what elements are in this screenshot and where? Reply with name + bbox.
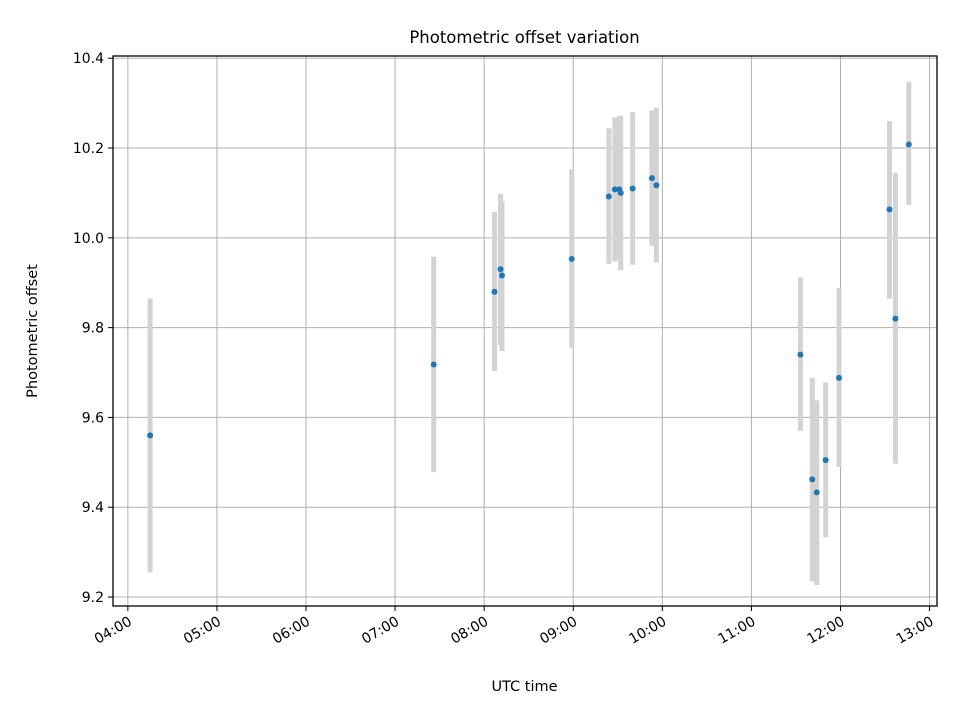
data-point bbox=[905, 141, 912, 148]
data-point bbox=[430, 361, 437, 368]
data-point bbox=[629, 185, 636, 192]
x-axis-label: UTC time bbox=[491, 679, 557, 695]
data-point bbox=[809, 476, 816, 483]
y-tick-label: 9.6 bbox=[82, 410, 104, 426]
y-tick-label: 9.2 bbox=[82, 590, 104, 606]
data-point bbox=[892, 315, 899, 322]
data-point bbox=[813, 489, 820, 496]
y-axis-label: Photometric offset bbox=[25, 264, 41, 398]
y-tick-label: 9.4 bbox=[82, 500, 104, 516]
data-point bbox=[491, 288, 498, 295]
data-point bbox=[611, 186, 618, 193]
data-point bbox=[498, 272, 505, 279]
data-point bbox=[147, 432, 154, 439]
y-tick-label: 10.0 bbox=[73, 231, 104, 247]
markers bbox=[147, 141, 912, 496]
plot-frame bbox=[112, 55, 938, 607]
data-point bbox=[653, 182, 660, 189]
y-tick-label: 9.8 bbox=[82, 321, 104, 337]
data-point bbox=[836, 374, 843, 381]
data-point bbox=[886, 206, 893, 213]
chart-title: Photometric offset variation bbox=[409, 28, 639, 47]
y-axis: 9.2 9.4 9.6 9.8 10.0 10.2 10.4 bbox=[73, 51, 113, 606]
data-point bbox=[617, 189, 624, 196]
data-point bbox=[605, 193, 612, 200]
data-point bbox=[648, 175, 655, 182]
data-point bbox=[822, 457, 829, 464]
data-point bbox=[497, 266, 504, 273]
y-tick-label: 10.4 bbox=[73, 51, 104, 67]
data-point bbox=[568, 255, 575, 262]
data-point bbox=[797, 351, 804, 358]
y-tick-label: 10.2 bbox=[73, 141, 104, 157]
